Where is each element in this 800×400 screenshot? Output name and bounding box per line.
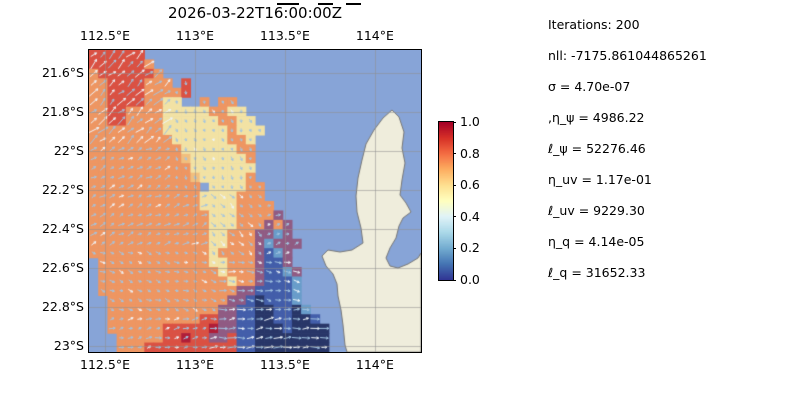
y-tick-label: 23°S xyxy=(53,338,84,354)
colorbar-tick-mark xyxy=(453,121,456,123)
x-tick-label: 114°E xyxy=(355,357,394,372)
y-tick-label: 21.8°S xyxy=(41,104,84,120)
stat-line: η_q = 4.14e-05 xyxy=(548,234,645,249)
colorbar xyxy=(438,121,454,281)
stat-line: Iterations: 200 xyxy=(548,17,640,32)
colorbar-tick-label: 1.0 xyxy=(460,114,480,129)
stat-line: nll: -7175.861044865261 xyxy=(548,48,707,63)
title-overline-mark xyxy=(346,3,361,5)
x-tick-label: 112.5°E xyxy=(80,357,130,372)
y-tick-label: 22.4°S xyxy=(41,221,84,237)
stat-line: ℓ_ψ = 52276.46 xyxy=(548,141,646,156)
x-tick-label: 112.5°E xyxy=(80,28,130,43)
x-tick-label: 114°E xyxy=(355,28,394,43)
colorbar-tick-mark xyxy=(453,247,456,249)
colorbar-tick-label: 0.6 xyxy=(460,177,480,193)
y-tick-label: 22.8°S xyxy=(41,299,84,315)
x-tick-label: 113.5°E xyxy=(259,28,310,43)
colorbar-tick-label: 0.8 xyxy=(460,145,480,161)
title-overline-mark xyxy=(277,3,299,5)
colorbar-tick-mark xyxy=(453,216,456,218)
y-tick-label: 22.6°S xyxy=(41,260,84,276)
colorbar-tick-label: 0.2 xyxy=(460,240,480,256)
map-plot xyxy=(88,49,422,353)
x-tick-label: 113.5°E xyxy=(259,357,310,372)
title-overline-mark xyxy=(318,3,333,5)
plot-title: 2026-03-22T16:00:00Z xyxy=(168,4,342,22)
colorbar-tick-mark xyxy=(453,153,456,155)
stat-line: ,η_ψ = 4986.22 xyxy=(548,110,645,125)
y-tick-label: 22°S xyxy=(53,143,84,159)
stat-line: η_uv = 1.17e-01 xyxy=(548,172,652,187)
stat-line: ℓ_q = 31652.33 xyxy=(548,265,646,280)
y-tick-label: 21.6°S xyxy=(41,65,84,81)
stats-panel: Iterations: 200 nll: -7175.861044865261 σ … xyxy=(548,16,788,295)
x-tick-label: 113°E xyxy=(175,357,214,372)
colorbar-tick-mark xyxy=(453,184,456,186)
x-tick-label: 113°E xyxy=(175,28,214,43)
colorbar-tick-label: 0.4 xyxy=(460,208,480,224)
stat-line: σ = 4.70e-07 xyxy=(548,79,631,94)
y-tick-label: 22.2°S xyxy=(41,182,84,198)
colorbar-tick-label: 0.0 xyxy=(460,272,480,287)
colorbar-tick-mark xyxy=(453,279,456,281)
stat-line: ℓ_uv = 9229.30 xyxy=(548,203,645,218)
